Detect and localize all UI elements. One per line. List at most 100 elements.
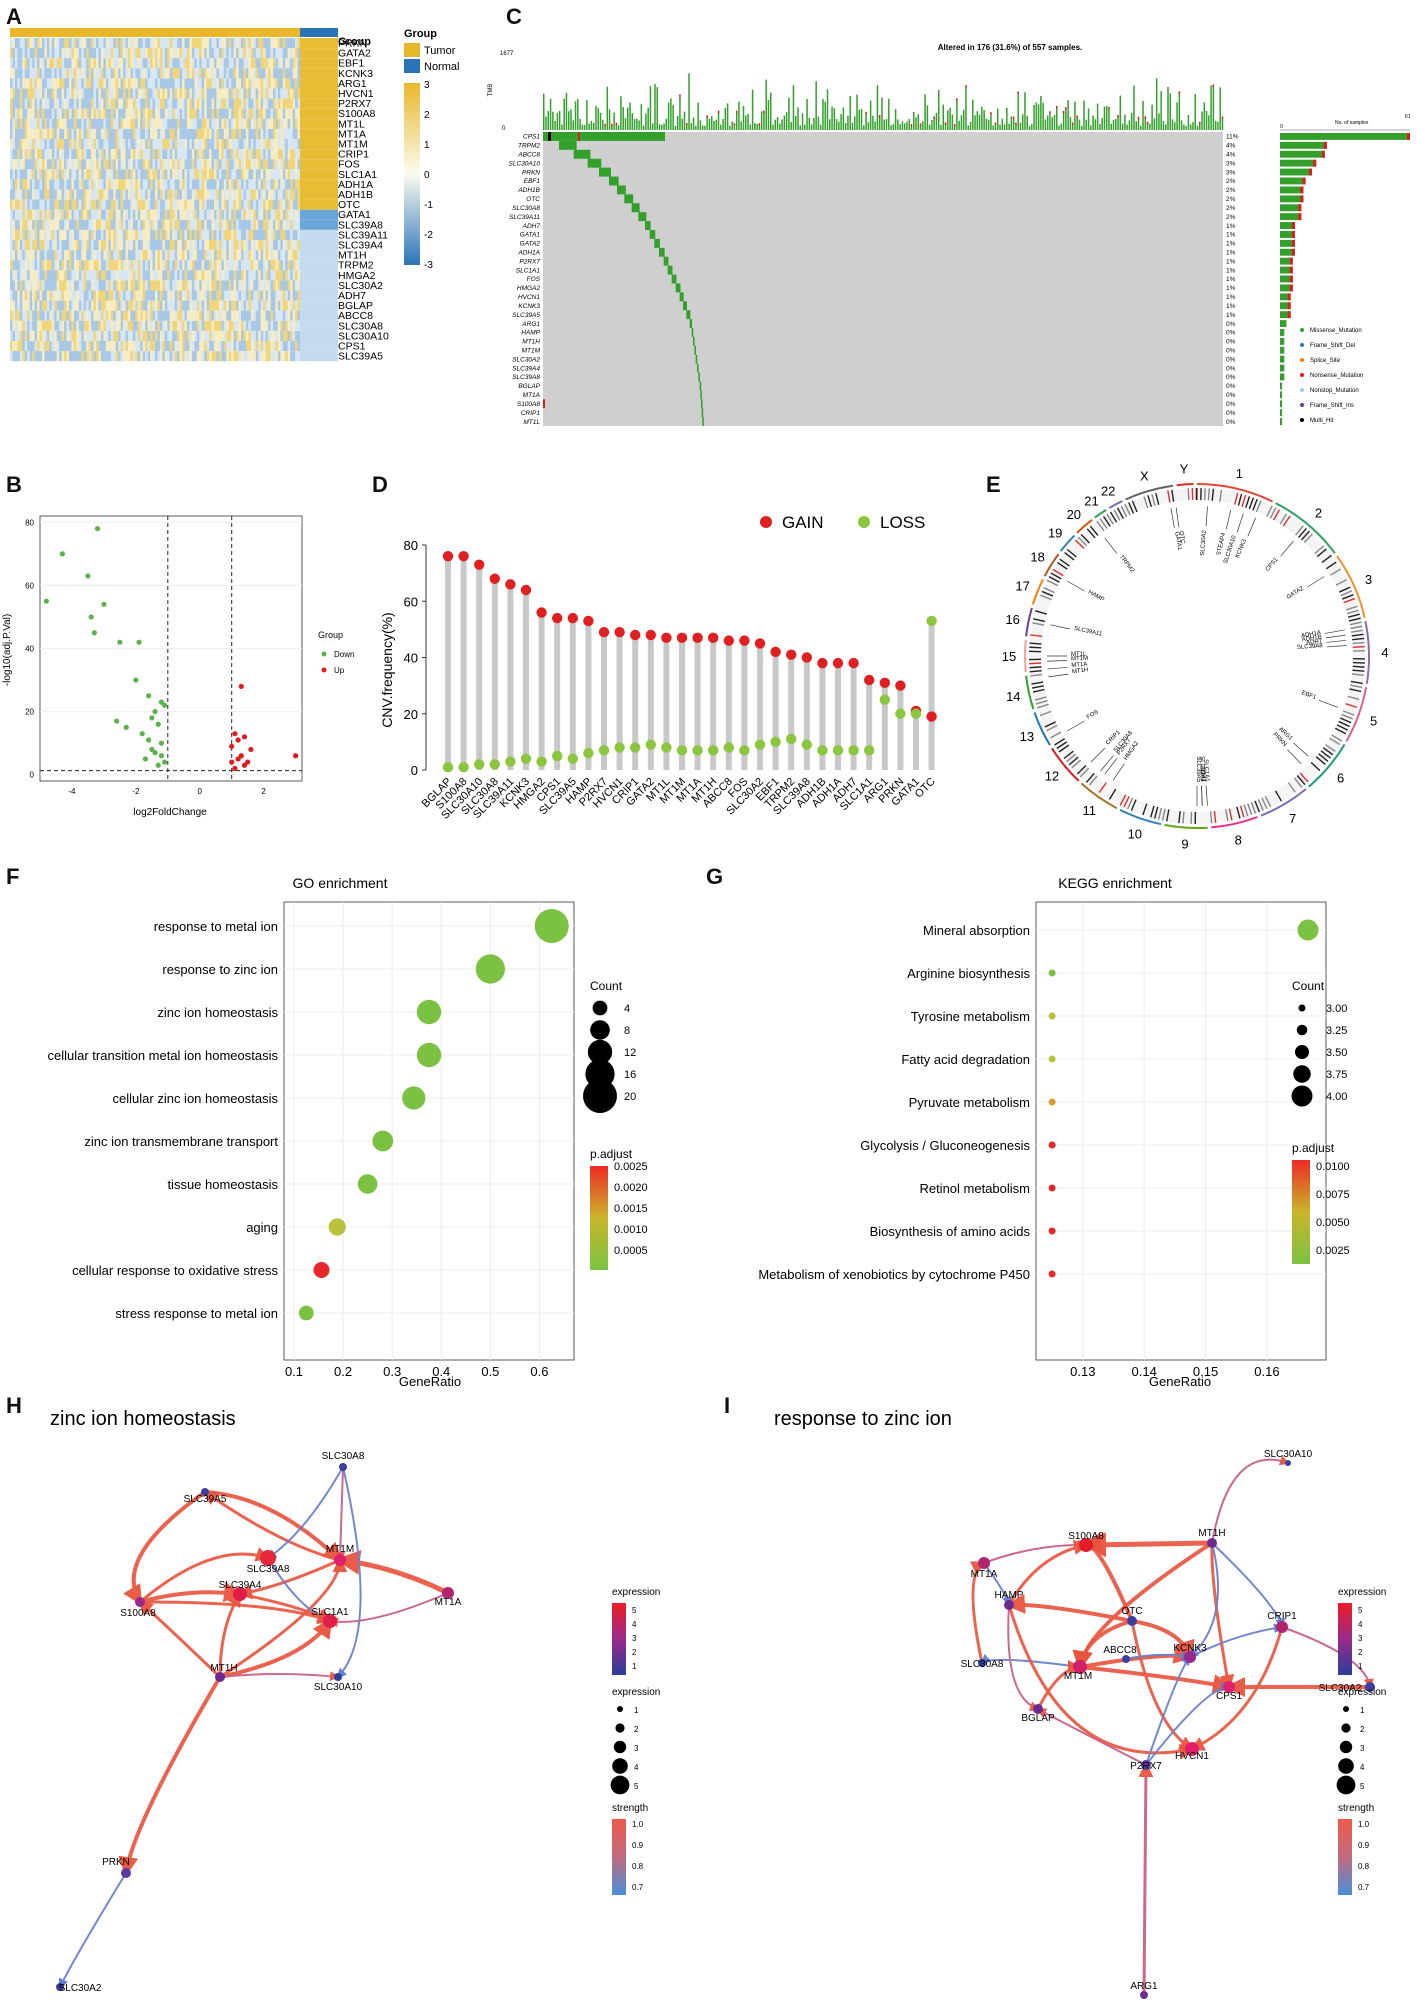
heatmap-cell [204, 48, 207, 59]
heatmap-cell [258, 260, 261, 271]
heatmap-cell [56, 78, 60, 89]
heatmap-cell [270, 118, 274, 129]
heatmap-cell [110, 68, 114, 79]
heatmap-gene-label: SLC1A1 [338, 169, 377, 181]
heatmap-cell [270, 98, 274, 109]
heatmap-gene-label: GATA2 [338, 48, 371, 60]
heatmap-cell [78, 351, 82, 362]
enrichment-x-tick: 0.14 [1132, 1364, 1157, 1379]
heatmap-cell [93, 169, 97, 180]
tmb-bar [681, 118, 683, 130]
heatmap-cell [186, 240, 190, 251]
heatmap-cell [113, 159, 116, 170]
heatmap-cell [196, 229, 200, 240]
heatmap-cell [66, 38, 70, 49]
tmb-bar [1083, 100, 1085, 130]
heatmap-cell [194, 68, 198, 79]
heatmap-cell [253, 68, 257, 79]
heatmap-cell [186, 330, 190, 341]
heatmap-cell [164, 128, 168, 139]
heatmap-cell [14, 280, 18, 291]
heatmap-cell [189, 219, 193, 230]
heatmap-cell [96, 189, 99, 200]
heatmap-cell [56, 38, 60, 49]
heatmap-cell [113, 320, 116, 331]
circos-band [1182, 811, 1185, 824]
heatmap-cell [186, 229, 190, 240]
heatmap-cell [49, 280, 53, 291]
oncoplot-gene-label: S100A8 [517, 401, 541, 408]
heatmap-cell [265, 159, 269, 170]
heatmap-cell [216, 219, 220, 230]
oncoplot-cell-missense [694, 345, 696, 355]
circos-band [1352, 661, 1365, 664]
heatmap-cell [10, 219, 13, 230]
heatmap-cell [88, 159, 92, 170]
heatmap-gene-label: MT1A [338, 128, 366, 140]
heatmap-cell [56, 108, 60, 119]
heatmap-cell [272, 240, 276, 251]
cnv-loss-point [879, 694, 890, 705]
heatmap-cell [155, 139, 158, 150]
heatmap-cell [66, 139, 70, 150]
heatmap-cell [54, 219, 57, 230]
cnv-y-label: CNV.frequency(%) [379, 612, 395, 727]
heatmap-cell [174, 229, 178, 240]
circos-band [1257, 799, 1264, 811]
heatmap-cell [46, 280, 50, 291]
enrichment-size-legend-label: 3.00 [1326, 1003, 1347, 1015]
heatmap-cell [78, 139, 82, 150]
heatmap-cell [201, 118, 205, 129]
tmb-bar [572, 120, 575, 130]
cnv-loss-point [864, 745, 875, 756]
heatmap-cell [19, 58, 23, 69]
heatmap-cell [287, 139, 291, 150]
enrichment-dot [402, 1086, 426, 1110]
panel-label-b: B [6, 472, 22, 497]
circos-band [1050, 731, 1062, 739]
heatmap-cell [10, 139, 13, 150]
heatmap-cell [248, 351, 252, 362]
heatmap-cell [164, 159, 168, 170]
heatmap-cell [76, 330, 80, 341]
heatmap-cell [46, 68, 50, 79]
tmb-bar [1049, 113, 1051, 130]
heatmap-cell [17, 320, 21, 331]
heatmap-cell [184, 38, 188, 49]
circos-gene-label: EBF1 [1301, 690, 1318, 701]
oncoplot-cell-missense [695, 354, 698, 364]
heatmap-cell [290, 260, 293, 271]
volcano-point-up [238, 753, 244, 759]
heatmap-cell [255, 98, 259, 109]
heatmap-cell [105, 280, 109, 291]
heatmap-cell [86, 139, 89, 150]
heatmap-cell [19, 341, 23, 352]
heatmap-cell [22, 78, 26, 89]
heatmap-cell [186, 260, 190, 271]
heatmap-cell [29, 219, 33, 230]
heatmap-cell [27, 88, 30, 99]
heatmap-cell [135, 209, 139, 220]
heatmap-cell [135, 149, 139, 160]
heatmap-cell [118, 159, 121, 170]
heatmap-cell [223, 68, 227, 79]
enrichment-size-legend-dot [1296, 1024, 1308, 1036]
heatmap-cell [255, 209, 259, 220]
heatmap-cell [191, 98, 195, 109]
heatmap-cell [196, 260, 200, 271]
heatmap-cell [123, 78, 126, 89]
heatmap-cell [19, 270, 23, 281]
heatmap-cell [191, 68, 195, 79]
heatmap-gene-label: TRPM2 [338, 260, 374, 272]
heatmap-cell [204, 260, 207, 271]
heatmap-cell [103, 118, 107, 129]
circos-band [1029, 666, 1042, 669]
heatmap-cell [113, 330, 116, 341]
heatmap-cell [125, 169, 129, 180]
heatmap-cell [135, 118, 139, 129]
heatmap-cell [93, 270, 97, 281]
heatmap-cell [277, 169, 281, 180]
heatmap-cell [231, 149, 234, 160]
heatmap-cell [241, 98, 244, 109]
heatmap-cell [236, 351, 239, 362]
